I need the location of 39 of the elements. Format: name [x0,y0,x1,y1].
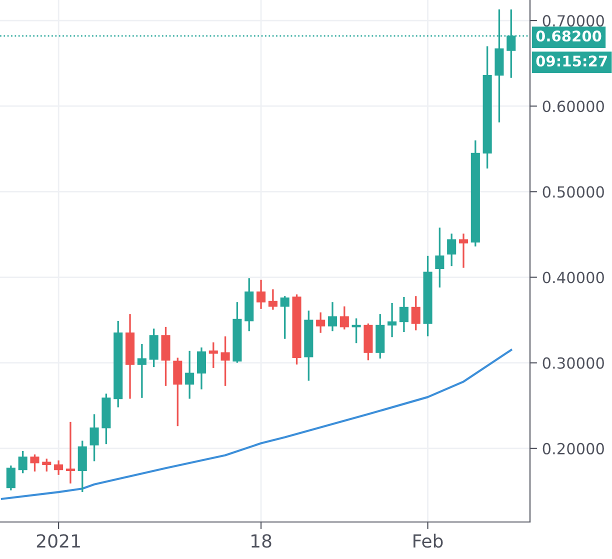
y-tick-label: 0.70000 [542,15,604,27]
candlestick [66,422,75,484]
line-series [0,348,512,500]
candlestick [220,336,230,386]
y-tick-label: 0.30000 [542,357,604,369]
candlestick [340,306,349,330]
candlestick [6,466,16,490]
candlestick [458,234,468,268]
candlestick [78,440,87,492]
candlestick [196,347,206,390]
y-tick-label: 0.50000 [542,186,604,198]
y-tick-label: 0.60000 [542,100,604,112]
candlestick [173,358,182,426]
text: 09:15:27 [536,56,607,67]
candlestick [388,302,397,338]
candlestick [149,328,158,368]
candlestick [185,350,194,399]
candlestick [316,312,326,333]
candlestick [435,228,444,288]
candlestick [256,280,266,309]
candlestick [411,296,420,330]
candlestick [18,450,28,474]
ref-line-label: 0.68200 [536,30,602,42]
candlestick [268,289,278,310]
candlestick [328,302,338,332]
candlestick [208,342,218,368]
candlestick [30,454,40,472]
candlestick [399,296,408,332]
candlestick [137,344,146,398]
candlestick [280,296,290,339]
x-tick-label: Feb [414,534,443,548]
candlestick [42,458,52,472]
x-tick-label: 18 [252,534,272,548]
candlestick [54,460,64,475]
y-tick-label: 0.20000 [542,442,604,454]
candlestick [90,414,99,462]
y-tick-label: 0.40000 [542,272,604,284]
candlestick [447,234,456,266]
x-tick-label: 2021 [36,534,80,548]
